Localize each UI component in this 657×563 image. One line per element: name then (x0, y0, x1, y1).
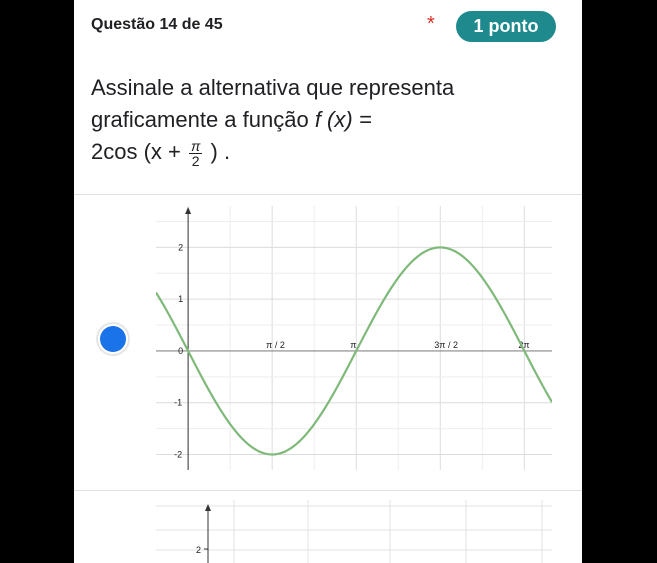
function-name: f (x) = (314, 107, 372, 132)
fraction-numerator: π (189, 137, 203, 154)
graph-grid (156, 206, 552, 470)
divider (74, 490, 582, 491)
y-tick-label: 2 (178, 242, 183, 252)
x-tick-label: π / 2 (266, 340, 285, 350)
function-expression-end: ) . (210, 139, 231, 164)
radio-selected-dot (100, 326, 126, 352)
y-tick-label: 0 (178, 346, 183, 356)
y-axis-arrow (205, 504, 211, 511)
function-curve (156, 246, 552, 456)
y-tick-label: -2 (174, 449, 182, 459)
option-b-graph[interactable]: 2 (156, 500, 552, 563)
question-number: Questão 14 de 45 (91, 16, 223, 33)
required-marker: * (427, 13, 435, 35)
pi-over-two-fraction: π 2 (189, 137, 203, 169)
tick-labels: π / 2 π 3π / 2 2π 2 1 0 -1 -2 (174, 242, 529, 459)
y-axis-arrow (185, 207, 192, 214)
option-a-radio[interactable] (98, 324, 128, 354)
y-tick-label: -1 (174, 398, 182, 408)
x-tick-label: 3π / 2 (434, 340, 458, 350)
function-expression-start: 2cos (x + (91, 139, 181, 164)
x-tick-label: 2π (518, 340, 529, 350)
graph-grid (156, 500, 552, 563)
question-header: Questão 14 de 45 * 1 ponto (74, 0, 582, 56)
question-text: Assinale a alternativa que representa gr… (91, 72, 571, 168)
y-tick-label: 1 (178, 294, 183, 304)
question-line-2: graficamente a função (91, 107, 309, 132)
fraction-denominator: 2 (191, 152, 200, 169)
question-card: Questão 14 de 45 * 1 ponto Assinale a al… (74, 0, 582, 563)
question-line-1: Assinale a alternativa que representa (91, 75, 455, 100)
y-tick-label: 2 (196, 545, 201, 555)
x-tick-label: π (350, 340, 356, 350)
points-badge: 1 ponto (456, 11, 556, 42)
divider (74, 194, 582, 195)
option-a-graph[interactable]: π / 2 π 3π / 2 2π 2 1 0 -1 -2 (156, 206, 552, 470)
